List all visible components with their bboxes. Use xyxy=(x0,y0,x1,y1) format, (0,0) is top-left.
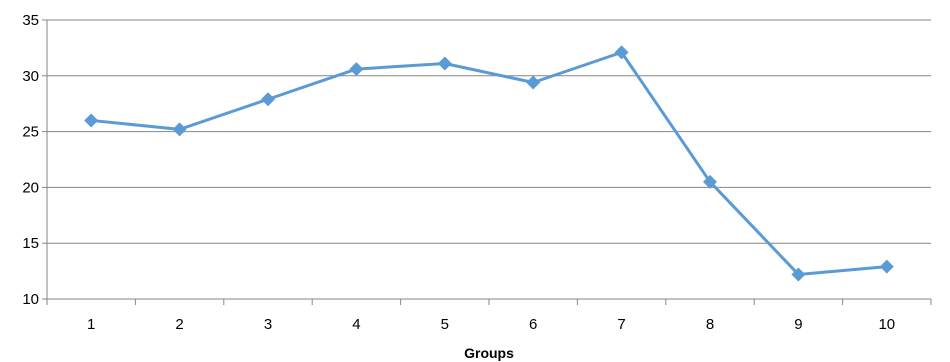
data-point-marker xyxy=(614,45,629,60)
x-tick-label: 8 xyxy=(706,316,714,333)
data-point-marker xyxy=(172,122,187,137)
data-point-marker xyxy=(261,92,275,107)
y-tick-label: 30 xyxy=(22,68,39,85)
y-axis-ticks: 10 15 20 25 30 35 xyxy=(22,12,47,308)
x-tick-label: 1 xyxy=(87,316,95,333)
x-tick-label: 5 xyxy=(441,316,449,333)
x-axis-ticks: 1 2 3 4 5 6 7 8 9 10 xyxy=(46,299,932,333)
data-point-marker xyxy=(791,267,806,282)
x-tick-label: 10 xyxy=(878,316,895,333)
x-tick-label: 4 xyxy=(352,316,360,333)
data-point-marker xyxy=(349,62,364,77)
axes xyxy=(46,20,931,300)
data-point-marker xyxy=(879,259,894,274)
series-group xyxy=(84,45,894,282)
x-axis-title: Groups xyxy=(464,345,514,361)
y-tick-label: 25 xyxy=(22,124,39,141)
series-line xyxy=(91,50,887,276)
x-tick-label: 9 xyxy=(794,316,802,333)
y-tick-label: 20 xyxy=(22,179,39,196)
data-point-marker xyxy=(703,174,717,189)
y-tick-label: 35 xyxy=(22,12,39,29)
x-tick-label: 2 xyxy=(175,316,183,333)
data-point-marker xyxy=(526,75,541,90)
gridlines xyxy=(47,19,931,244)
y-tick-label: 15 xyxy=(22,235,39,252)
data-point-marker xyxy=(437,56,452,71)
data-point-marker xyxy=(84,113,99,128)
y-tick-label: 10 xyxy=(22,291,39,308)
x-tick-label: 6 xyxy=(529,316,537,333)
x-tick-label: 7 xyxy=(617,316,625,333)
x-tick-label: 3 xyxy=(264,316,272,333)
